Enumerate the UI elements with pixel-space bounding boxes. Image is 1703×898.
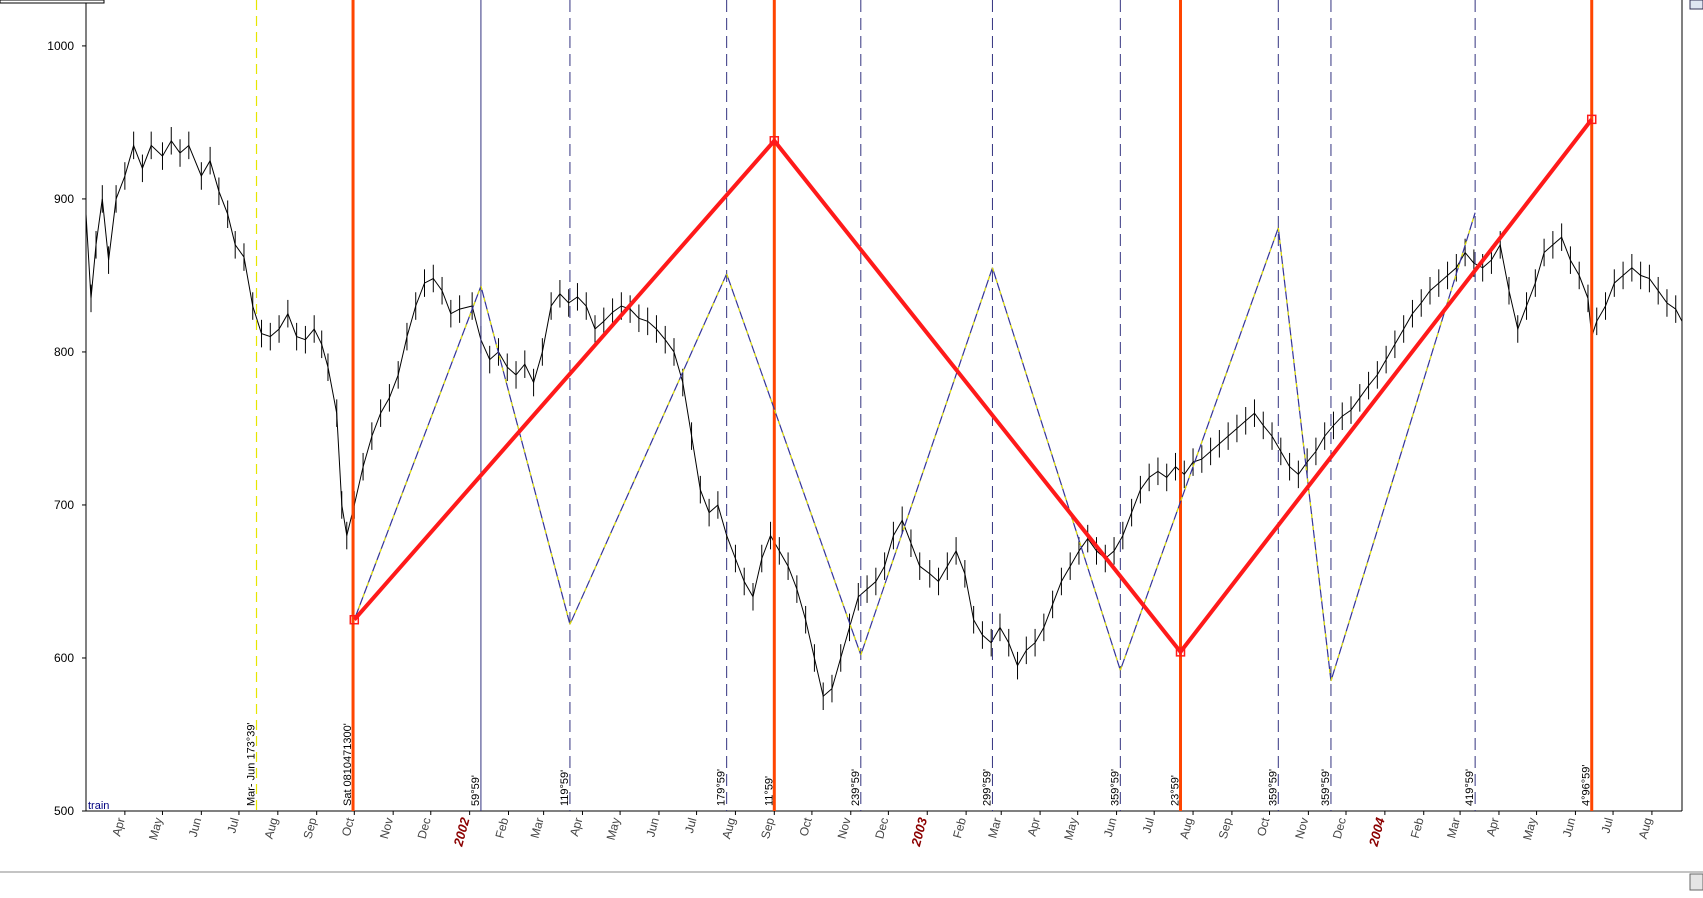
cycle-line-label: 59°59': [470, 775, 482, 806]
x-year-label: 2004: [1366, 815, 1388, 849]
zigzag-pivot-marker: [769, 136, 780, 146]
cycle-line-label: 299°59': [981, 769, 993, 806]
cycle-line-label: 419°59': [1464, 769, 1476, 806]
cycle-labels: Mar- Jun 173°39' Sat 0810471300' 59°59' 119…: [246, 722, 1593, 806]
x-month-label: Apr: [1483, 816, 1501, 838]
cycle-line-label: 119°59': [559, 770, 571, 806]
legend-label: train: [88, 800, 109, 812]
x-month-label: May: [1061, 816, 1080, 842]
zigzag-thin-dash: [480, 285, 571, 625]
x-month-label: Feb: [493, 816, 512, 840]
x-year-label: 2003: [908, 815, 930, 849]
x-month-label: Feb: [950, 816, 969, 840]
cycle-line-label: 359°59': [1320, 769, 1332, 806]
cycle-line-label: 4°96°59': [1581, 765, 1593, 807]
x-month-label: Oct: [339, 816, 358, 838]
x-month-label: Sep: [301, 816, 320, 841]
x-month-label: Aug: [262, 816, 281, 840]
x-month-label: May: [146, 816, 165, 842]
x-month-label: Oct: [1254, 816, 1273, 838]
cycle-line-label: 179°59': [716, 769, 728, 806]
x-month-label: Nov: [1292, 816, 1311, 840]
x-month-label: May: [604, 816, 623, 842]
cycle-lines: [255, 0, 1594, 811]
y-tick-label: 1000: [47, 39, 74, 53]
zigzag-thin-dash: [991, 267, 1121, 671]
cycle-line-label: 359°59': [1267, 769, 1279, 806]
zigzag-thin-dash: [860, 267, 994, 656]
x-month-label: Mar: [528, 816, 547, 840]
x-month-label: Mar: [1444, 816, 1463, 840]
x-month-label: Jul: [224, 816, 241, 834]
cycle-line-label: Mar- Jun 173°39': [246, 722, 258, 806]
y-tick-label: 500: [54, 804, 74, 818]
x-month-label: Jun: [1560, 816, 1579, 838]
zigzag-thin-dash: [569, 273, 728, 625]
y-tick-label: 800: [54, 345, 74, 359]
x-month-label: Aug: [719, 816, 738, 840]
x-month-label: Jun: [1101, 816, 1120, 838]
x-month-label: Dec: [415, 816, 434, 840]
x-month-label: Oct: [796, 816, 815, 838]
cycle-line-label: 23°59': [1170, 775, 1182, 806]
cycle-line-label: 239°59': [850, 769, 862, 806]
zigzag-thin-segment: [1119, 227, 1279, 671]
x-month-label: Nov: [835, 816, 854, 840]
y-tick-label: 600: [54, 651, 74, 665]
cycle-line-label: 359°59': [1109, 769, 1121, 806]
y-tick-label: 900: [54, 192, 74, 206]
zigzag-lines: [349, 114, 1597, 682]
axes: 500 600 700 800 900 1000 Apr May Jun Jul Aug Sep Oct…: [47, 39, 1655, 849]
x-month-label: Apr: [109, 816, 127, 838]
zigzag-pivot-marker: [1175, 647, 1186, 657]
x-month-label: Dec: [872, 816, 891, 840]
x-month-label: Jul: [682, 816, 699, 834]
x-month-label: Mar: [985, 816, 1004, 840]
x-month-label: Nov: [377, 816, 396, 840]
top-right-box: [1689, 0, 1703, 10]
zigzag-thin-dash: [1277, 227, 1332, 682]
zigzag-main-line: [352, 118, 1594, 656]
x-month-label: May: [1520, 816, 1539, 842]
bottom-right-box: [1689, 873, 1703, 891]
y-tick-label: 700: [54, 498, 74, 512]
x-month-label: Jul: [1598, 816, 1615, 834]
cycle-line-label: Sat 0810471300': [342, 723, 354, 806]
zigzag-thin-dash: [1330, 212, 1476, 682]
x-month-label: Jun: [186, 816, 205, 838]
x-month-label: Apr: [567, 816, 585, 838]
price-line: [85, 139, 1683, 698]
x-month-label: Aug: [1636, 816, 1655, 840]
x-month-label: Apr: [1025, 816, 1043, 838]
zigzag-pivot-marker: [349, 614, 360, 625]
x-month-label: Sep: [1216, 816, 1235, 841]
x-year-label: 2002: [450, 815, 472, 849]
x-month-label: Feb: [1408, 816, 1427, 840]
top-left-box: [0, 0, 105, 4]
x-month-label: Dec: [1330, 816, 1349, 840]
x-month-label: Aug: [1177, 816, 1196, 840]
x-month-label: Jun: [643, 816, 662, 838]
x-month-label: Jul: [1140, 816, 1157, 834]
cycle-line-label: 11°59': [763, 776, 775, 806]
x-month-label: Sep: [758, 816, 777, 841]
zigzag-thin-dash: [726, 273, 862, 656]
zigzag-thin-segment: [353, 285, 482, 620]
price-series: [85, 127, 1683, 711]
zigzag-pivot-marker: [1586, 114, 1597, 125]
